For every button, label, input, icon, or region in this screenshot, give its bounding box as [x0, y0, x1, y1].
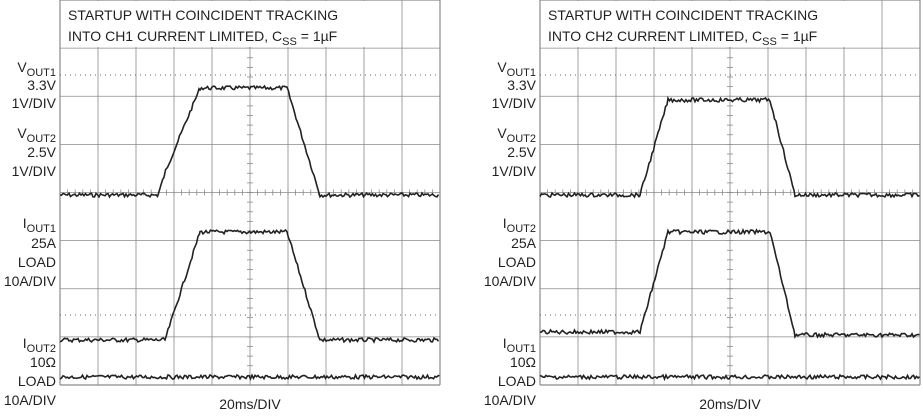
channel-symbol: V	[497, 59, 507, 75]
channel-subscript: OUT1	[507, 343, 536, 355]
trace	[539, 373, 920, 382]
channel-symbol: I	[23, 335, 27, 351]
title-subscript: SS	[282, 36, 297, 48]
channel-subscript: OUT2	[507, 133, 536, 145]
channel-subscript: OUT1	[27, 223, 56, 235]
channel-label: 1V/DIV	[492, 95, 537, 111]
channel-symbol: I	[23, 215, 27, 231]
trace	[59, 228, 440, 344]
channel-label: 2.5V	[507, 144, 536, 160]
channel-symbol: I	[503, 335, 507, 351]
title-line: INTO CH1 CURRENT LIMITED, CSS = 1µF	[68, 28, 337, 48]
channel-subscript: OUT1	[27, 67, 56, 79]
title-text: = 1µF	[297, 28, 337, 44]
channel-label: LOAD	[498, 373, 536, 389]
scope-panel: STARTUP WITH COINCIDENT TRACKING INTO CH2…	[484, 0, 921, 412]
channel-label: 1V/DIV	[492, 163, 537, 179]
channel-label: VOUT2	[17, 125, 56, 145]
channel-label: LOAD	[18, 373, 56, 389]
title-box	[61, 1, 366, 47]
title-text: INTO CH2 CURRENT LIMITED, C	[548, 28, 762, 44]
channel-label: 10A/DIV	[4, 273, 57, 289]
channel-label: 25A	[31, 235, 57, 251]
title-box	[541, 1, 846, 47]
title-text: = 1µF	[777, 28, 817, 44]
channel-label: IOUT2	[23, 335, 56, 355]
channel-label: IOUT1	[23, 215, 56, 235]
channel-label: 10A/DIV	[484, 392, 537, 408]
channel-label: LOAD	[18, 254, 56, 270]
channel-subscript: OUT2	[507, 223, 536, 235]
title-subscript: SS	[762, 36, 777, 48]
channel-label: 3.3V	[507, 77, 536, 93]
channel-label: 10A/DIV	[4, 392, 57, 408]
channel-subscript: OUT2	[27, 133, 56, 145]
channel-label: VOUT1	[497, 59, 536, 79]
channel-label: 10A/DIV	[484, 273, 537, 289]
channel-symbol: I	[503, 215, 507, 231]
time-scale: 20ms/DIV	[699, 396, 761, 412]
title-line: STARTUP WITH COINCIDENT TRACKING	[548, 7, 818, 23]
title-text: INTO CH1 CURRENT LIMITED, C	[68, 28, 282, 44]
channel-subscript: OUT2	[27, 343, 56, 355]
trace	[539, 95, 920, 199]
trace	[59, 84, 440, 199]
channel-label: VOUT1	[17, 59, 56, 79]
channel-label: 25A	[511, 235, 537, 251]
channel-symbol: V	[17, 59, 27, 75]
trace	[539, 228, 920, 339]
channel-label: IOUT1	[503, 335, 536, 355]
channel-label: 1V/DIV	[12, 163, 57, 179]
title-line: STARTUP WITH COINCIDENT TRACKING	[68, 7, 338, 23]
trace	[59, 373, 440, 381]
channel-symbol: V	[497, 125, 507, 141]
channel-label: 2.5V	[27, 144, 56, 160]
scope-panel: STARTUP WITH COINCIDENT TRACKING INTO CH1…	[4, 0, 441, 412]
channel-label: 1V/DIV	[12, 95, 57, 111]
channel-label: 3.3V	[27, 77, 56, 93]
channel-label: 10Ω	[510, 354, 536, 370]
channel-subscript: OUT1	[507, 67, 536, 79]
channel-label: IOUT2	[503, 215, 536, 235]
channel-label: LOAD	[498, 254, 536, 270]
channel-label: VOUT2	[497, 125, 536, 145]
channel-symbol: V	[17, 125, 27, 141]
channel-label: 10Ω	[30, 354, 56, 370]
time-scale: 20ms/DIV	[219, 396, 281, 412]
title-line: INTO CH2 CURRENT LIMITED, CSS = 1µF	[548, 28, 817, 48]
